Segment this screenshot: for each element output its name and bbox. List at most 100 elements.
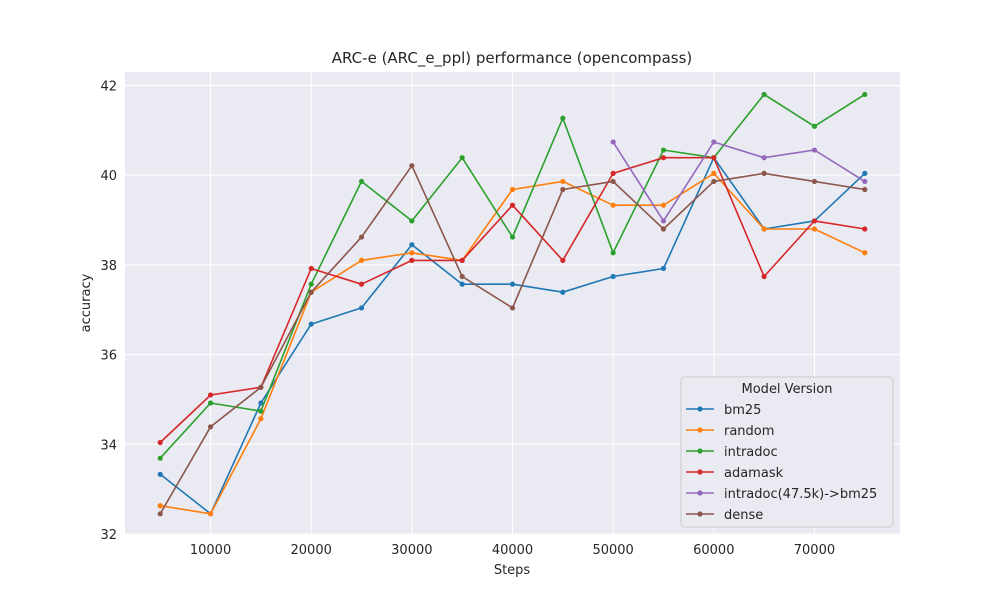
data-point-random [610,202,616,208]
data-point-adamask [560,257,566,263]
legend-item-adamask: adamask [686,466,784,481]
data-point-random [409,250,415,256]
data-point-dense [308,289,314,295]
data-point-dense [811,178,818,185]
x-tick-label: 40000 [492,543,533,558]
data-point-bm25 [509,281,516,287]
y-tick-label: 40 [100,169,117,184]
legend-label: dense [724,508,763,523]
data-point-dense [459,273,465,280]
series-random [157,170,868,517]
data-point-dense [207,424,214,430]
series-intradoc-47-5k-bm25 [610,139,868,224]
y-tick-labels: 32 34 36 38 40 42 [100,79,117,543]
data-point-adamask [610,170,616,176]
series-dense [157,163,868,517]
legend-marker [697,511,703,517]
data-point-intradoc [761,91,767,98]
data-point-intradoc [610,250,616,256]
x-tick-label: 20000 [291,543,332,558]
data-point-dense [509,305,516,311]
data-point-intradoc [660,147,667,153]
legend-title: Model Version [742,382,833,397]
x-tick-label: 70000 [794,543,835,558]
x-tick-label: 10000 [190,543,231,558]
data-point-random [711,170,717,176]
legend-label: intradoc(47.5k)->bm25 [724,487,877,502]
data-point-intradoc [560,115,566,121]
legend-item-bm25: bm25 [686,403,761,418]
legend-marker [697,427,703,433]
data-point-dense [761,170,767,176]
data-point-adamask [459,257,465,263]
legend-item-intradoc-47-5k-bm25: intradoc(47.5k)->bm25 [686,487,877,502]
data-point-intradoc-47-5k-bm25 [711,139,717,145]
data-point-random [358,257,365,263]
data-point-intradoc [509,234,516,240]
data-point-intradoc-47-5k-bm25 [862,178,868,185]
data-point-dense [711,178,717,185]
data-point-intradoc-47-5k-bm25 [761,155,767,161]
grid-lines [125,72,900,535]
y-tick-label: 32 [100,528,117,543]
data-point-adamask [409,257,415,263]
data-point-intradoc [308,281,314,287]
data-point-bm25 [308,321,314,327]
data-point-random [761,226,767,232]
data-point-adamask [711,155,717,161]
data-point-intradoc [409,218,415,224]
data-point-random [509,186,516,193]
data-point-bm25 [610,273,616,280]
data-point-dense [157,511,163,517]
legend-label: intradoc [724,445,778,460]
data-point-adamask [157,439,163,446]
data-point-dense [258,384,264,390]
data-point-dense [610,178,616,185]
legend-marker [697,406,703,412]
data-point-intradoc [811,123,818,129]
data-point-random [207,511,214,517]
data-point-intradoc [358,178,365,185]
data-point-adamask [761,273,767,280]
legend-marker [697,490,703,496]
data-point-random [258,416,264,422]
chart-title: ARC-e (ARC_e_ppl) performance (opencompa… [332,49,693,68]
y-tick-label: 34 [100,438,117,453]
data-point-adamask [207,392,214,398]
legend-marker [697,448,703,454]
data-point-intradoc [862,91,868,98]
data-point-dense [660,226,667,232]
series-line-intradoc-47-5k-bm25 [612,141,866,222]
legend-frame [680,376,894,528]
legend-item-dense: dense [686,508,763,523]
series-adamask [157,155,868,446]
data-point-adamask [811,218,818,224]
legend-item-intradoc: intradoc [686,445,778,460]
data-point-bm25 [459,281,465,287]
data-point-intradoc-47-5k-bm25 [811,147,818,153]
data-point-adamask [308,265,314,272]
legend-label: bm25 [724,403,761,418]
data-point-bm25 [358,305,365,311]
data-point-intradoc-47-5k-bm25 [660,218,667,224]
data-point-intradoc-47-5k-bm25 [610,139,616,145]
data-point-random [560,178,566,185]
data-point-adamask [862,226,868,232]
x-tick-label: 30000 [391,543,432,558]
data-point-bm25 [157,471,163,477]
series-layer [157,91,868,517]
y-tick-label: 38 [100,259,117,274]
data-point-random [811,226,818,232]
data-point-random [862,250,868,256]
x-tick-label: 50000 [592,543,633,558]
y-tick-label: 42 [100,79,117,94]
data-point-intradoc [207,400,214,406]
data-point-bm25 [258,400,264,406]
legend-label: adamask [724,466,784,481]
data-point-bm25 [560,289,566,295]
legend: Model Version bm25 random intradoc adamask i… [680,376,894,528]
data-point-intradoc [157,455,163,461]
y-tick-label: 36 [100,349,117,364]
data-point-dense [358,234,365,240]
